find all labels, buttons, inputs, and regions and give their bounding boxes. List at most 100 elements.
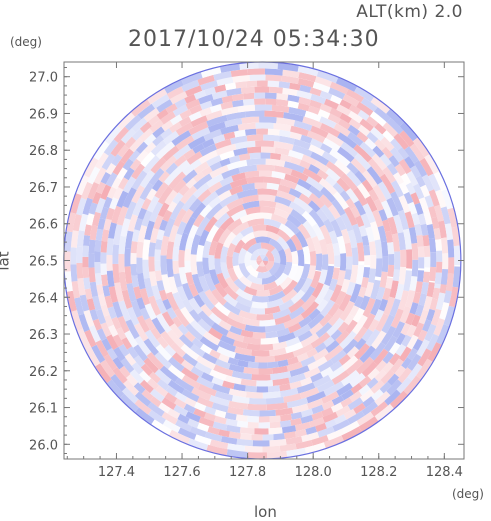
heatmap-cell xyxy=(359,141,376,158)
heatmap-cell xyxy=(116,190,129,208)
heatmap-cell xyxy=(308,144,325,157)
heatmap-cell xyxy=(332,242,341,256)
heatmap-cell xyxy=(214,84,227,93)
heatmap-cell xyxy=(399,130,415,148)
heatmap-cell xyxy=(223,131,236,141)
heatmap-cell xyxy=(335,77,358,92)
heatmap-cell xyxy=(358,286,367,298)
heatmap-cell xyxy=(417,213,427,226)
heatmap-cell xyxy=(141,210,153,227)
heatmap-cell xyxy=(438,220,447,239)
heatmap-cell xyxy=(134,391,152,407)
heatmap-cell xyxy=(238,275,253,288)
heatmap-cell xyxy=(226,449,248,458)
heatmap-cell xyxy=(129,137,144,153)
heatmap-cell xyxy=(161,311,175,327)
heatmap-cell xyxy=(184,260,192,273)
heatmap-cell xyxy=(232,74,250,83)
heatmap-cell xyxy=(150,157,167,174)
heatmap-cell xyxy=(196,244,205,262)
heatmap-cell xyxy=(289,201,306,216)
heatmap-cell xyxy=(214,415,227,425)
heatmap-cell xyxy=(424,154,440,175)
heatmap-cell xyxy=(265,260,275,271)
heatmap-cell xyxy=(352,307,365,323)
heatmap-cell xyxy=(382,219,391,233)
heatmap-cell xyxy=(363,267,371,278)
heatmap-cell xyxy=(123,167,135,181)
heatmap-cell xyxy=(205,110,223,121)
heatmap-cell xyxy=(347,124,361,137)
heatmap-cell xyxy=(136,241,144,258)
heatmap-cell xyxy=(104,314,114,328)
heatmap-cell xyxy=(162,130,180,145)
heatmap-cell xyxy=(256,270,272,279)
heatmap-cell xyxy=(325,168,341,182)
heatmap-cell xyxy=(340,141,359,158)
heatmap-cell xyxy=(312,81,331,93)
heatmap-cell xyxy=(169,121,182,133)
heatmap-cell xyxy=(275,202,294,215)
y-tick-label: 26.8 xyxy=(29,144,58,159)
heatmap-cell xyxy=(77,278,86,296)
heatmap-cell xyxy=(427,342,442,362)
heatmap-cell xyxy=(277,359,289,368)
heatmap-cell xyxy=(93,167,107,185)
heatmap-cell xyxy=(148,409,166,425)
heatmap-cell xyxy=(388,155,400,168)
heatmap-cell xyxy=(166,307,177,320)
heatmap-cell xyxy=(106,254,113,271)
heatmap-cell xyxy=(380,136,395,152)
heatmap-cell xyxy=(270,371,291,381)
heatmap-cell xyxy=(332,419,351,432)
heatmap-cell xyxy=(352,187,368,207)
heatmap-cell xyxy=(295,440,313,450)
heatmap-cell xyxy=(271,248,281,264)
heatmap-cell xyxy=(226,242,237,257)
heatmap-cell xyxy=(296,352,309,363)
heatmap-cell xyxy=(214,242,224,259)
heatmap-cell xyxy=(325,132,344,147)
heatmap-cells xyxy=(63,62,461,459)
heatmap-cell xyxy=(400,322,411,336)
heatmap-cell xyxy=(232,93,244,102)
heatmap-cell xyxy=(205,202,223,221)
heatmap-cell xyxy=(157,202,170,218)
heatmap-cell xyxy=(304,110,322,122)
heatmap-cell xyxy=(283,112,304,123)
heatmap-cell xyxy=(183,148,196,160)
heatmap-cell xyxy=(164,79,184,94)
heatmap-cell xyxy=(258,170,273,177)
heatmap-cell xyxy=(183,403,196,414)
x-tick-label: 127.4 xyxy=(98,465,135,480)
heatmap-cell xyxy=(260,242,276,253)
heatmap-cell xyxy=(405,312,416,326)
heatmap-cell xyxy=(167,408,181,420)
heatmap-cell xyxy=(339,300,355,322)
heatmap-cell xyxy=(164,344,177,357)
heatmap-cell xyxy=(131,117,148,133)
heatmap-cell xyxy=(278,81,291,89)
heatmap-cell xyxy=(313,374,332,388)
heatmap-cell xyxy=(126,374,138,387)
heatmap-cell xyxy=(421,174,435,192)
heatmap-cell xyxy=(122,187,137,209)
heatmap-cell xyxy=(409,274,418,292)
heatmap-cell xyxy=(151,94,170,109)
heatmap-cell xyxy=(251,295,269,303)
heatmap-cell xyxy=(188,297,203,315)
heatmap-cell xyxy=(177,413,190,425)
heatmap-cell xyxy=(212,383,231,395)
heatmap-cell xyxy=(95,197,106,214)
heatmap-cell xyxy=(137,103,156,120)
heatmap-cell xyxy=(223,293,238,307)
heatmap-cell xyxy=(154,249,161,261)
heatmap-cell xyxy=(348,110,363,124)
heatmap-cell xyxy=(168,171,187,190)
heatmap-cell xyxy=(133,286,142,300)
heatmap-cell xyxy=(362,203,376,224)
heatmap-cell xyxy=(274,272,289,287)
heatmap-cell xyxy=(300,301,320,320)
heatmap-cell xyxy=(91,344,106,364)
heatmap-cell xyxy=(117,112,135,130)
